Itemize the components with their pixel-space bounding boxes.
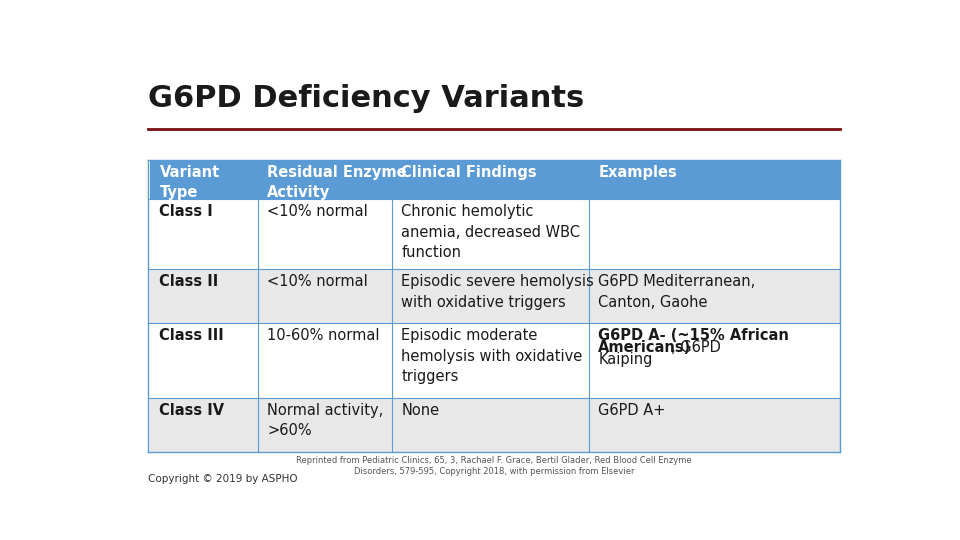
Text: Class IV: Class IV: [159, 403, 225, 418]
Bar: [257, 160, 392, 199]
Text: Variant
Type: Variant Type: [159, 165, 220, 200]
Bar: [392, 160, 588, 199]
Text: Class II: Class II: [159, 274, 219, 289]
Text: Examples: Examples: [598, 165, 677, 180]
Text: 10-60% normal: 10-60% normal: [267, 328, 380, 343]
Text: Episodic moderate
hemolysis with oxidative
triggers: Episodic moderate hemolysis with oxidati…: [401, 328, 583, 384]
Bar: [150, 160, 257, 199]
Bar: [392, 398, 588, 453]
Text: <10% normal: <10% normal: [267, 204, 368, 219]
Text: G6PD A+: G6PD A+: [598, 403, 666, 418]
Text: Episodic severe hemolysis
with oxidative triggers: Episodic severe hemolysis with oxidative…: [401, 274, 594, 309]
Bar: [392, 199, 588, 269]
Text: None: None: [401, 403, 440, 418]
Text: Normal activity,
>60%: Normal activity, >60%: [267, 403, 384, 438]
Text: G6PD Deficiency Variants: G6PD Deficiency Variants: [148, 84, 585, 112]
Bar: [392, 323, 588, 398]
Bar: [150, 323, 257, 398]
Text: Chronic hemolytic
anemia, decreased WBC
function: Chronic hemolytic anemia, decreased WBC …: [401, 204, 580, 260]
Bar: [588, 160, 840, 199]
Bar: [150, 269, 257, 323]
Text: Class I: Class I: [159, 204, 213, 219]
Bar: [257, 199, 392, 269]
Bar: [150, 199, 257, 269]
Bar: [257, 269, 392, 323]
Text: Americans): Americans): [598, 340, 691, 355]
Bar: [257, 398, 392, 453]
Text: Kaiping: Kaiping: [598, 352, 653, 367]
Text: , G6PD: , G6PD: [671, 340, 721, 355]
Bar: [588, 323, 840, 398]
Text: Reprinted from Pediatric Clinics, 65, 3, Rachael F. Grace, Bertil Glader, Red Bl: Reprinted from Pediatric Clinics, 65, 3,…: [297, 456, 692, 476]
Text: Class III: Class III: [159, 328, 225, 343]
Text: <10% normal: <10% normal: [267, 274, 368, 289]
Text: G6PD Mediterranean,
Canton, Gaohe: G6PD Mediterranean, Canton, Gaohe: [598, 274, 756, 309]
Bar: [257, 323, 392, 398]
Bar: [392, 269, 588, 323]
Bar: [588, 398, 840, 453]
Bar: [588, 199, 840, 269]
Bar: [150, 398, 257, 453]
Bar: [588, 269, 840, 323]
Text: G6PD A- (~15% African: G6PD A- (~15% African: [598, 328, 789, 343]
Text: Clinical Findings: Clinical Findings: [401, 165, 537, 180]
Text: Copyright © 2019 by ASPHO: Copyright © 2019 by ASPHO: [148, 474, 298, 484]
Text: Residual Enzyme
Activity: Residual Enzyme Activity: [267, 165, 407, 200]
